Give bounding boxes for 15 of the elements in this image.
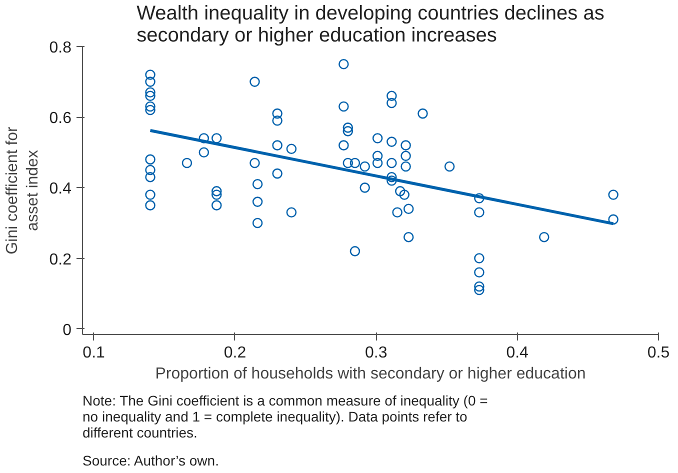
y-tick-label: 0.4 [49,180,72,198]
y-axis-title: Gini coefficient for asset index [4,126,42,254]
y-tick-label: 0 [62,322,72,339]
x-axis-title: Proportion of households with secondary or higher education [155,366,586,382]
source-note: Source: Author’s own. [82,452,219,468]
y-tick-label: 0.6 [49,110,72,128]
x-tick-label: 0.4 [506,344,529,362]
chart-title: Wealth inequality in developing countries declines as secondary or higher education increases [136,2,604,46]
y-tick-label: 0.2 [49,251,72,268]
x-tick-label: 0.5 [647,344,670,362]
x-tick-label: 0.3 [365,344,388,362]
x-tick-label: 0.2 [224,344,246,362]
text: Note: The Gini coefficient is a common measure of inequality (0 = no inequality and 1 = complete inequality). Data points refer to different countries. [82,392,488,440]
x-tick-label: 0.1 [82,344,106,362]
y-tick-label: 0.8 [49,40,72,56]
